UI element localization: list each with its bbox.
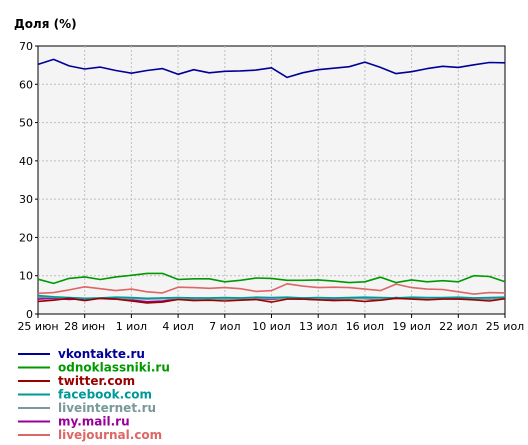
y-tick-label: 40: [19, 155, 33, 168]
y-tick-label: 50: [19, 117, 33, 130]
series-line: [37, 282, 506, 295]
x-tick-label: 28 июн: [64, 320, 105, 333]
legend-label: vkontakte.ru: [58, 347, 145, 361]
y-axis: 0 10 20 30 40 50 60 70: [19, 40, 38, 321]
legend-label: liveinternet.ru: [58, 401, 156, 415]
y-tick-label: 20: [19, 231, 33, 244]
series-line: [37, 294, 506, 300]
series-line: [37, 272, 506, 285]
series-line: [37, 58, 506, 79]
y-tick-label: 0: [26, 308, 33, 321]
legend-label: livejournal.com: [58, 428, 162, 442]
x-tick-label: 16 иол: [346, 320, 384, 333]
legend-label: twitter.com: [58, 374, 135, 388]
x-tick-label: 10 иол: [252, 320, 290, 333]
x-tick-label: 4 иол: [162, 320, 193, 333]
grid: [38, 46, 505, 314]
y-tick-label: 60: [19, 78, 33, 91]
legend-label: my.mail.ru: [58, 415, 130, 429]
x-tick-label: 25 июн: [17, 320, 58, 333]
x-tick-label: 22 иол: [439, 320, 477, 333]
y-axis-label: Доля (%): [14, 17, 77, 31]
legend-label: odnoklassniki.ru: [58, 361, 170, 375]
y-tick-label: 10: [19, 270, 33, 283]
x-tick-label: 25 иол: [486, 320, 524, 333]
x-tick-label: 1 иол: [116, 320, 147, 333]
x-tick-label: 19 иол: [392, 320, 430, 333]
legend: vkontakte.ruodnoklassniki.rutwitter.comf…: [18, 347, 170, 442]
x-axis: 25 июн 28 июн 1 иол 4 иол 7 иол 10 иол 13 иол 1…: [17, 314, 524, 333]
y-tick-label: 30: [19, 193, 33, 206]
x-tick-label: 13 иол: [299, 320, 337, 333]
legend-label: facebook.com: [58, 388, 152, 402]
series-line: [37, 297, 506, 304]
y-tick-label: 70: [19, 40, 33, 53]
series-lines: [37, 58, 506, 304]
x-tick-label: 7 иол: [209, 320, 240, 333]
